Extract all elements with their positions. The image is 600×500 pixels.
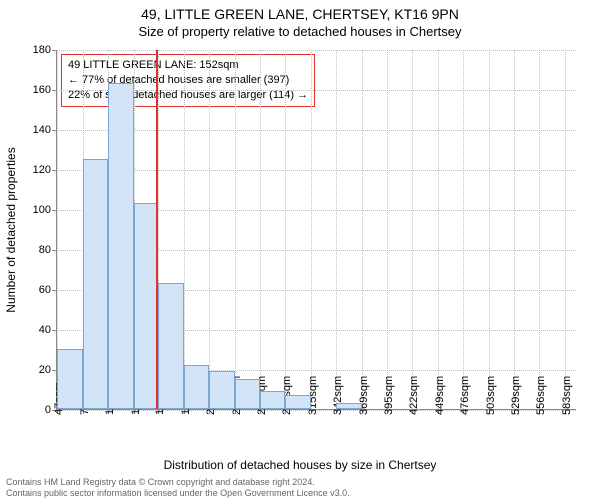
gridline-vertical bbox=[438, 50, 439, 409]
ytick-label: 140 bbox=[33, 124, 57, 136]
gridline-horizontal bbox=[57, 50, 576, 51]
histogram-bar bbox=[209, 371, 235, 409]
ytick-label: 40 bbox=[39, 324, 57, 336]
chart-container: 49, LITTLE GREEN LANE, CHERTSEY, KT16 9P… bbox=[0, 0, 600, 500]
xtick-label: 556sqm bbox=[535, 376, 547, 415]
gridline-vertical bbox=[514, 50, 515, 409]
histogram-bar bbox=[260, 391, 286, 409]
ytick-label: 160 bbox=[33, 84, 57, 96]
footer: Contains HM Land Registry data © Crown c… bbox=[0, 477, 600, 498]
gridline-vertical bbox=[489, 50, 490, 409]
ytick-label: 100 bbox=[33, 204, 57, 216]
histogram-bar bbox=[108, 83, 134, 409]
ytick-label: 60 bbox=[39, 284, 57, 296]
info-box-line: 49 LITTLE GREEN LANE: 152sqm bbox=[68, 58, 308, 73]
histogram-bar bbox=[235, 379, 260, 409]
xtick-label: 529sqm bbox=[510, 376, 522, 415]
reference-line bbox=[156, 50, 158, 409]
x-axis-label: Distribution of detached houses by size … bbox=[0, 458, 600, 472]
xtick-label: 583sqm bbox=[561, 376, 573, 415]
xtick-label: 503sqm bbox=[485, 376, 497, 415]
gridline-vertical bbox=[412, 50, 413, 409]
gridline-vertical bbox=[336, 50, 337, 409]
ytick-label: 180 bbox=[33, 44, 57, 56]
ytick-label: 120 bbox=[33, 164, 57, 176]
histogram-bar bbox=[134, 203, 159, 409]
histogram-bar bbox=[158, 283, 184, 409]
histogram-bar bbox=[57, 349, 83, 409]
chart-subtitle: Size of property relative to detached ho… bbox=[0, 22, 600, 39]
ytick-label: 80 bbox=[39, 244, 57, 256]
gridline-vertical bbox=[539, 50, 540, 409]
histogram-bar bbox=[184, 365, 210, 409]
footer-line-1: Contains HM Land Registry data © Crown c… bbox=[6, 477, 594, 487]
xtick-label: 476sqm bbox=[459, 376, 471, 415]
histogram-bar bbox=[83, 159, 109, 409]
histogram-bar bbox=[285, 395, 311, 409]
ytick-label: 20 bbox=[39, 364, 57, 376]
xtick-label: 369sqm bbox=[358, 376, 370, 415]
gridline-vertical bbox=[387, 50, 388, 409]
footer-line-2: Contains public sector information licen… bbox=[6, 488, 594, 498]
gridline-vertical bbox=[235, 50, 236, 409]
gridline-vertical bbox=[184, 50, 185, 409]
gridline-vertical bbox=[463, 50, 464, 409]
y-axis-label: Number of detached properties bbox=[4, 147, 18, 312]
gridline-vertical bbox=[260, 50, 261, 409]
gridline-vertical bbox=[362, 50, 363, 409]
xtick-label: 395sqm bbox=[383, 376, 395, 415]
xtick-label: 449sqm bbox=[434, 376, 446, 415]
gridline-horizontal bbox=[57, 170, 576, 171]
gridline-horizontal bbox=[57, 130, 576, 131]
xtick-label: 342sqm bbox=[332, 376, 344, 415]
gridline-vertical bbox=[285, 50, 286, 409]
info-box-line: ← 77% of detached houses are smaller (39… bbox=[68, 73, 308, 88]
info-box: 49 LITTLE GREEN LANE: 152sqm← 77% of det… bbox=[61, 54, 315, 107]
histogram-bar bbox=[336, 403, 362, 409]
gridline-vertical bbox=[311, 50, 312, 409]
plot-region: 49 LITTLE GREEN LANE: 152sqm← 77% of det… bbox=[56, 50, 576, 410]
gridline-vertical bbox=[565, 50, 566, 409]
xtick-label: 422sqm bbox=[408, 376, 420, 415]
gridline-horizontal bbox=[57, 90, 576, 91]
gridline-vertical bbox=[209, 50, 210, 409]
chart-area: 49 LITTLE GREEN LANE: 152sqm← 77% of det… bbox=[56, 50, 576, 410]
chart-title: 49, LITTLE GREEN LANE, CHERTSEY, KT16 9P… bbox=[0, 0, 600, 22]
